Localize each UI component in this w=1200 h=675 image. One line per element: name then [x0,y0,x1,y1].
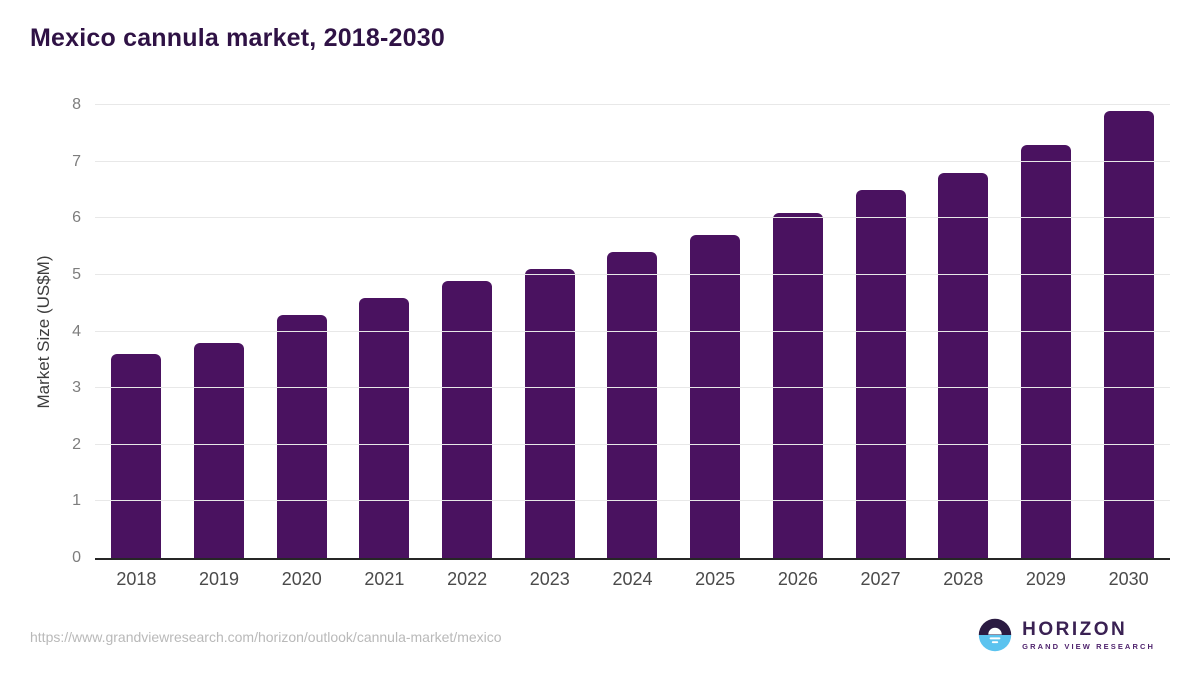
bar-2027 [855,189,906,558]
y-tick-label-4: 4 [72,322,81,340]
gridline-3 [95,387,1170,389]
bar-slot-2025 [674,105,757,558]
logo-text: HORIZON GRAND VIEW RESEARCH [1022,618,1155,651]
x-tick-label-2020: 2020 [281,569,322,589]
bar-2023 [524,269,575,558]
bar-2028 [938,172,989,558]
x-tick-label-2018: 2018 [116,569,157,589]
source-url: https://www.grandviewresearch.com/horizo… [30,629,502,645]
x-tick-label-2027: 2027 [860,569,901,589]
x-tick-label-2022: 2022 [447,569,488,589]
chart-title: Mexico cannula market, 2018-2030 [30,24,445,52]
bar-slot-2027 [839,105,922,558]
bar-2024 [607,252,658,558]
x-tick-label-2023: 2023 [529,569,570,589]
y-tick-label-5: 5 [72,265,81,283]
bar-2029 [1020,144,1071,558]
bar-slot-2026 [757,105,840,558]
bar-slot-2020 [260,105,343,558]
x-tick-label-2021: 2021 [364,569,405,589]
gridline-2 [95,443,1170,445]
bar-2030 [1103,110,1154,558]
horizon-logo: HORIZON GRAND VIEW RESEARCH [977,617,1155,653]
x-tick-label-2028: 2028 [943,569,984,589]
bar-slot-2018 [95,105,178,558]
bar-slot-2022 [426,105,509,558]
y-tick-label-3: 3 [72,379,81,397]
x-tick-label-2019: 2019 [199,569,240,589]
horizon-sun-logo-icon [978,618,1012,652]
logo-wordmark: HORIZON [1022,618,1128,640]
bar-slot-2021 [343,105,426,558]
bar-slot-2030 [1087,105,1170,558]
bar-slot-2028 [922,105,1005,558]
bar-2022 [442,280,493,558]
x-tick-label-2024: 2024 [612,569,653,589]
x-tick-label-2030: 2030 [1108,569,1149,589]
bars-row [95,105,1170,558]
bar-slot-2024 [591,105,674,558]
y-tick-label-8: 8 [72,96,81,113]
bar-2018 [111,354,162,558]
bar-slot-2029 [1005,105,1088,558]
x-tick-label-2029: 2029 [1025,569,1066,589]
plot-area: 2018 2019 2020 2021 2022 2023 2024 2025 2026 2027… [72,96,1170,589]
x-tick-label-2025: 2025 [695,569,736,589]
y-tick-label-7: 7 [72,152,81,170]
gridline-6 [95,217,1170,219]
bar-slot-2019 [178,105,261,558]
gridline-4 [95,330,1170,332]
logo-subtitle: GRAND VIEW RESEARCH [1022,641,1155,651]
bar-2026 [772,212,823,558]
bar-slot-2023 [508,105,591,558]
bar-2021 [359,297,410,558]
x-tick-label-2026: 2026 [777,569,818,589]
gridline-7 [95,160,1170,162]
x-axis-labels: 2018 2019 2020 2021 2022 2023 2024 2025 2026 2027… [95,558,1170,590]
y-tick-label-6: 6 [72,209,81,227]
y-tick-label-1: 1 [72,492,81,510]
gridline-5 [95,273,1170,275]
y-tick-label-0: 0 [72,549,81,566]
bar-2020 [276,314,327,558]
y-tick-label-2: 2 [72,435,81,453]
gridline-8 [95,104,1170,105]
gridline-1 [95,500,1170,502]
bar-2025 [690,235,741,558]
bar-2019 [194,342,245,558]
